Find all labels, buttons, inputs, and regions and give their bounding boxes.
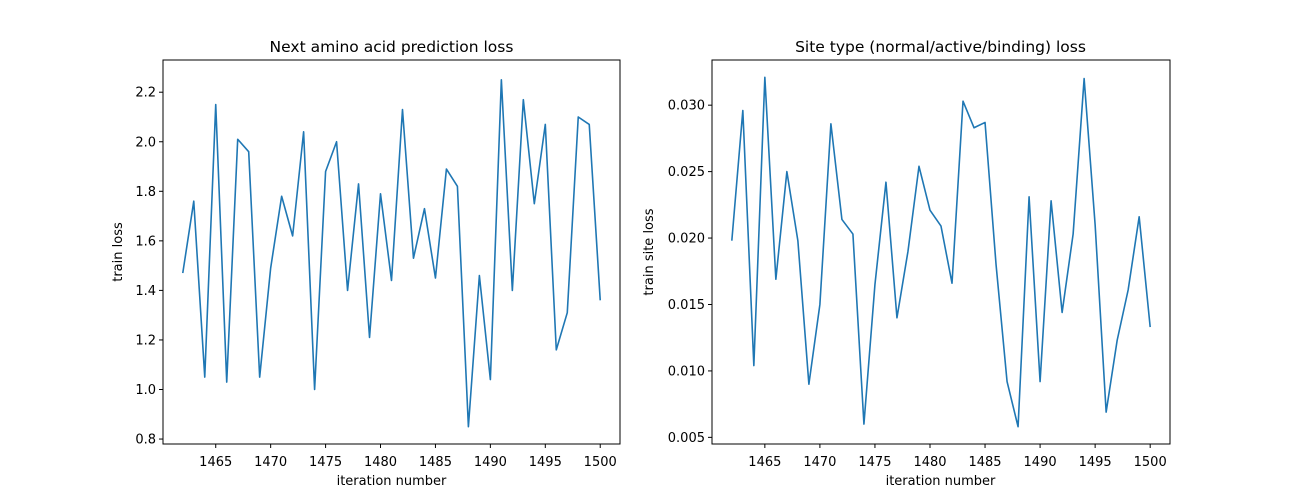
series-line bbox=[731, 76, 1151, 428]
x-tick-label: 1490 bbox=[474, 455, 507, 470]
y-tick-label: 0.015 bbox=[668, 298, 705, 313]
x-tick-label: 1485 bbox=[968, 455, 1001, 470]
y-tick-label: 1.0 bbox=[135, 383, 156, 398]
plot-frame bbox=[162, 59, 621, 445]
y-tick-label: 2.0 bbox=[135, 135, 156, 150]
plot-frame bbox=[711, 59, 1171, 445]
chart-title: Next amino acid prediction loss bbox=[270, 38, 514, 56]
plot-next-amino-acid-loss: Next amino acid prediction loss iteratio… bbox=[111, 38, 621, 489]
y-tick-label: 0.025 bbox=[668, 165, 705, 180]
x-tick-label: 1470 bbox=[254, 455, 287, 470]
y-tick-label: 0.010 bbox=[668, 364, 705, 379]
y-axis-label: train loss bbox=[111, 222, 126, 282]
y-tick-label: 0.020 bbox=[668, 232, 705, 247]
x-tick-label: 1475 bbox=[309, 455, 342, 470]
tick-group: 1465 1470 1475 1480 1485 1490 1495 1500 0.005 0.0… bbox=[668, 99, 1167, 470]
x-tick-label: 1465 bbox=[748, 455, 781, 470]
y-tick-label: 1.2 bbox=[135, 333, 156, 348]
y-axis-label: train site loss bbox=[642, 208, 657, 295]
x-tick-label: 1480 bbox=[913, 455, 946, 470]
x-tick-label: 1475 bbox=[858, 455, 891, 470]
y-tick-label: 1.6 bbox=[135, 234, 156, 249]
x-tick-label: 1490 bbox=[1024, 455, 1057, 470]
y-tick-label: 1.4 bbox=[135, 284, 156, 299]
x-tick-label: 1500 bbox=[584, 455, 617, 470]
x-tick-label: 1485 bbox=[419, 455, 452, 470]
series-line bbox=[181, 79, 602, 428]
y-tick-label: 0.030 bbox=[668, 99, 705, 114]
y-tick-label: 0.005 bbox=[668, 431, 705, 446]
y-tick-label: 2.2 bbox=[135, 86, 156, 101]
y-tick-label: 0.8 bbox=[135, 433, 156, 448]
x-tick-label: 1500 bbox=[1134, 455, 1167, 470]
x-tick-label: 1495 bbox=[1079, 455, 1112, 470]
plot-site-type-loss: Site type (normal/active/binding) loss i… bbox=[642, 38, 1171, 489]
x-tick-label: 1495 bbox=[529, 455, 562, 470]
x-tick-label: 1470 bbox=[803, 455, 836, 470]
y-tick-label: 1.8 bbox=[135, 185, 156, 200]
chart-title: Site type (normal/active/binding) loss bbox=[795, 38, 1086, 56]
x-axis-label: iteration number bbox=[886, 474, 996, 489]
x-axis-label: iteration number bbox=[337, 474, 447, 489]
x-tick-label: 1480 bbox=[364, 455, 397, 470]
tick-group: 1465 1470 1475 1480 1485 1490 1495 1500 0.8 1.0 1.… bbox=[135, 86, 616, 470]
x-tick-label: 1465 bbox=[199, 455, 232, 470]
